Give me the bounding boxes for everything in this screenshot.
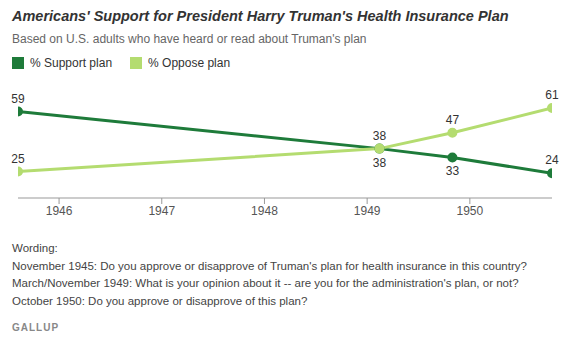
html-text:October 1950: Do you approve o: October 1950: Do you approve or disappro… [12, 294, 308, 307]
svg-text:61: 61 [545, 88, 559, 102]
html-text:% Support plan: % Support plan [30, 56, 113, 70]
html-text:% Oppose plan: % Oppose plan [148, 56, 231, 70]
svg-text:1950: 1950 [456, 204, 483, 218]
html-text:GALLUP: GALLUP [12, 322, 60, 333]
svg-text:33: 33 [446, 164, 460, 178]
svg-text:38: 38 [373, 156, 387, 170]
svg-text:1948: 1948 [251, 204, 278, 218]
svg-text:1947: 1947 [148, 204, 175, 218]
html-text:November 1945: Do you approve: November 1945: Do you approve or disappr… [12, 259, 527, 272]
svg-text:1949: 1949 [354, 204, 381, 218]
html-text:Based on U.S. adults who have: Based on U.S. adults who have heard or r… [12, 32, 367, 46]
html-text:March/November 1949: What is y: March/November 1949: What is your opinio… [12, 277, 519, 289]
svg-text:1946: 1946 [46, 204, 73, 218]
svg-text:59: 59 [11, 92, 25, 106]
svg-text:47: 47 [446, 113, 460, 127]
html-text:Americans' Support for Preside: Americans' Support for President Harry T… [12, 8, 509, 24]
svg-text:25: 25 [11, 152, 25, 166]
html-text:Wording:: Wording: [12, 242, 58, 254]
svg-text:24: 24 [545, 153, 559, 167]
svg-text:38: 38 [373, 129, 387, 143]
